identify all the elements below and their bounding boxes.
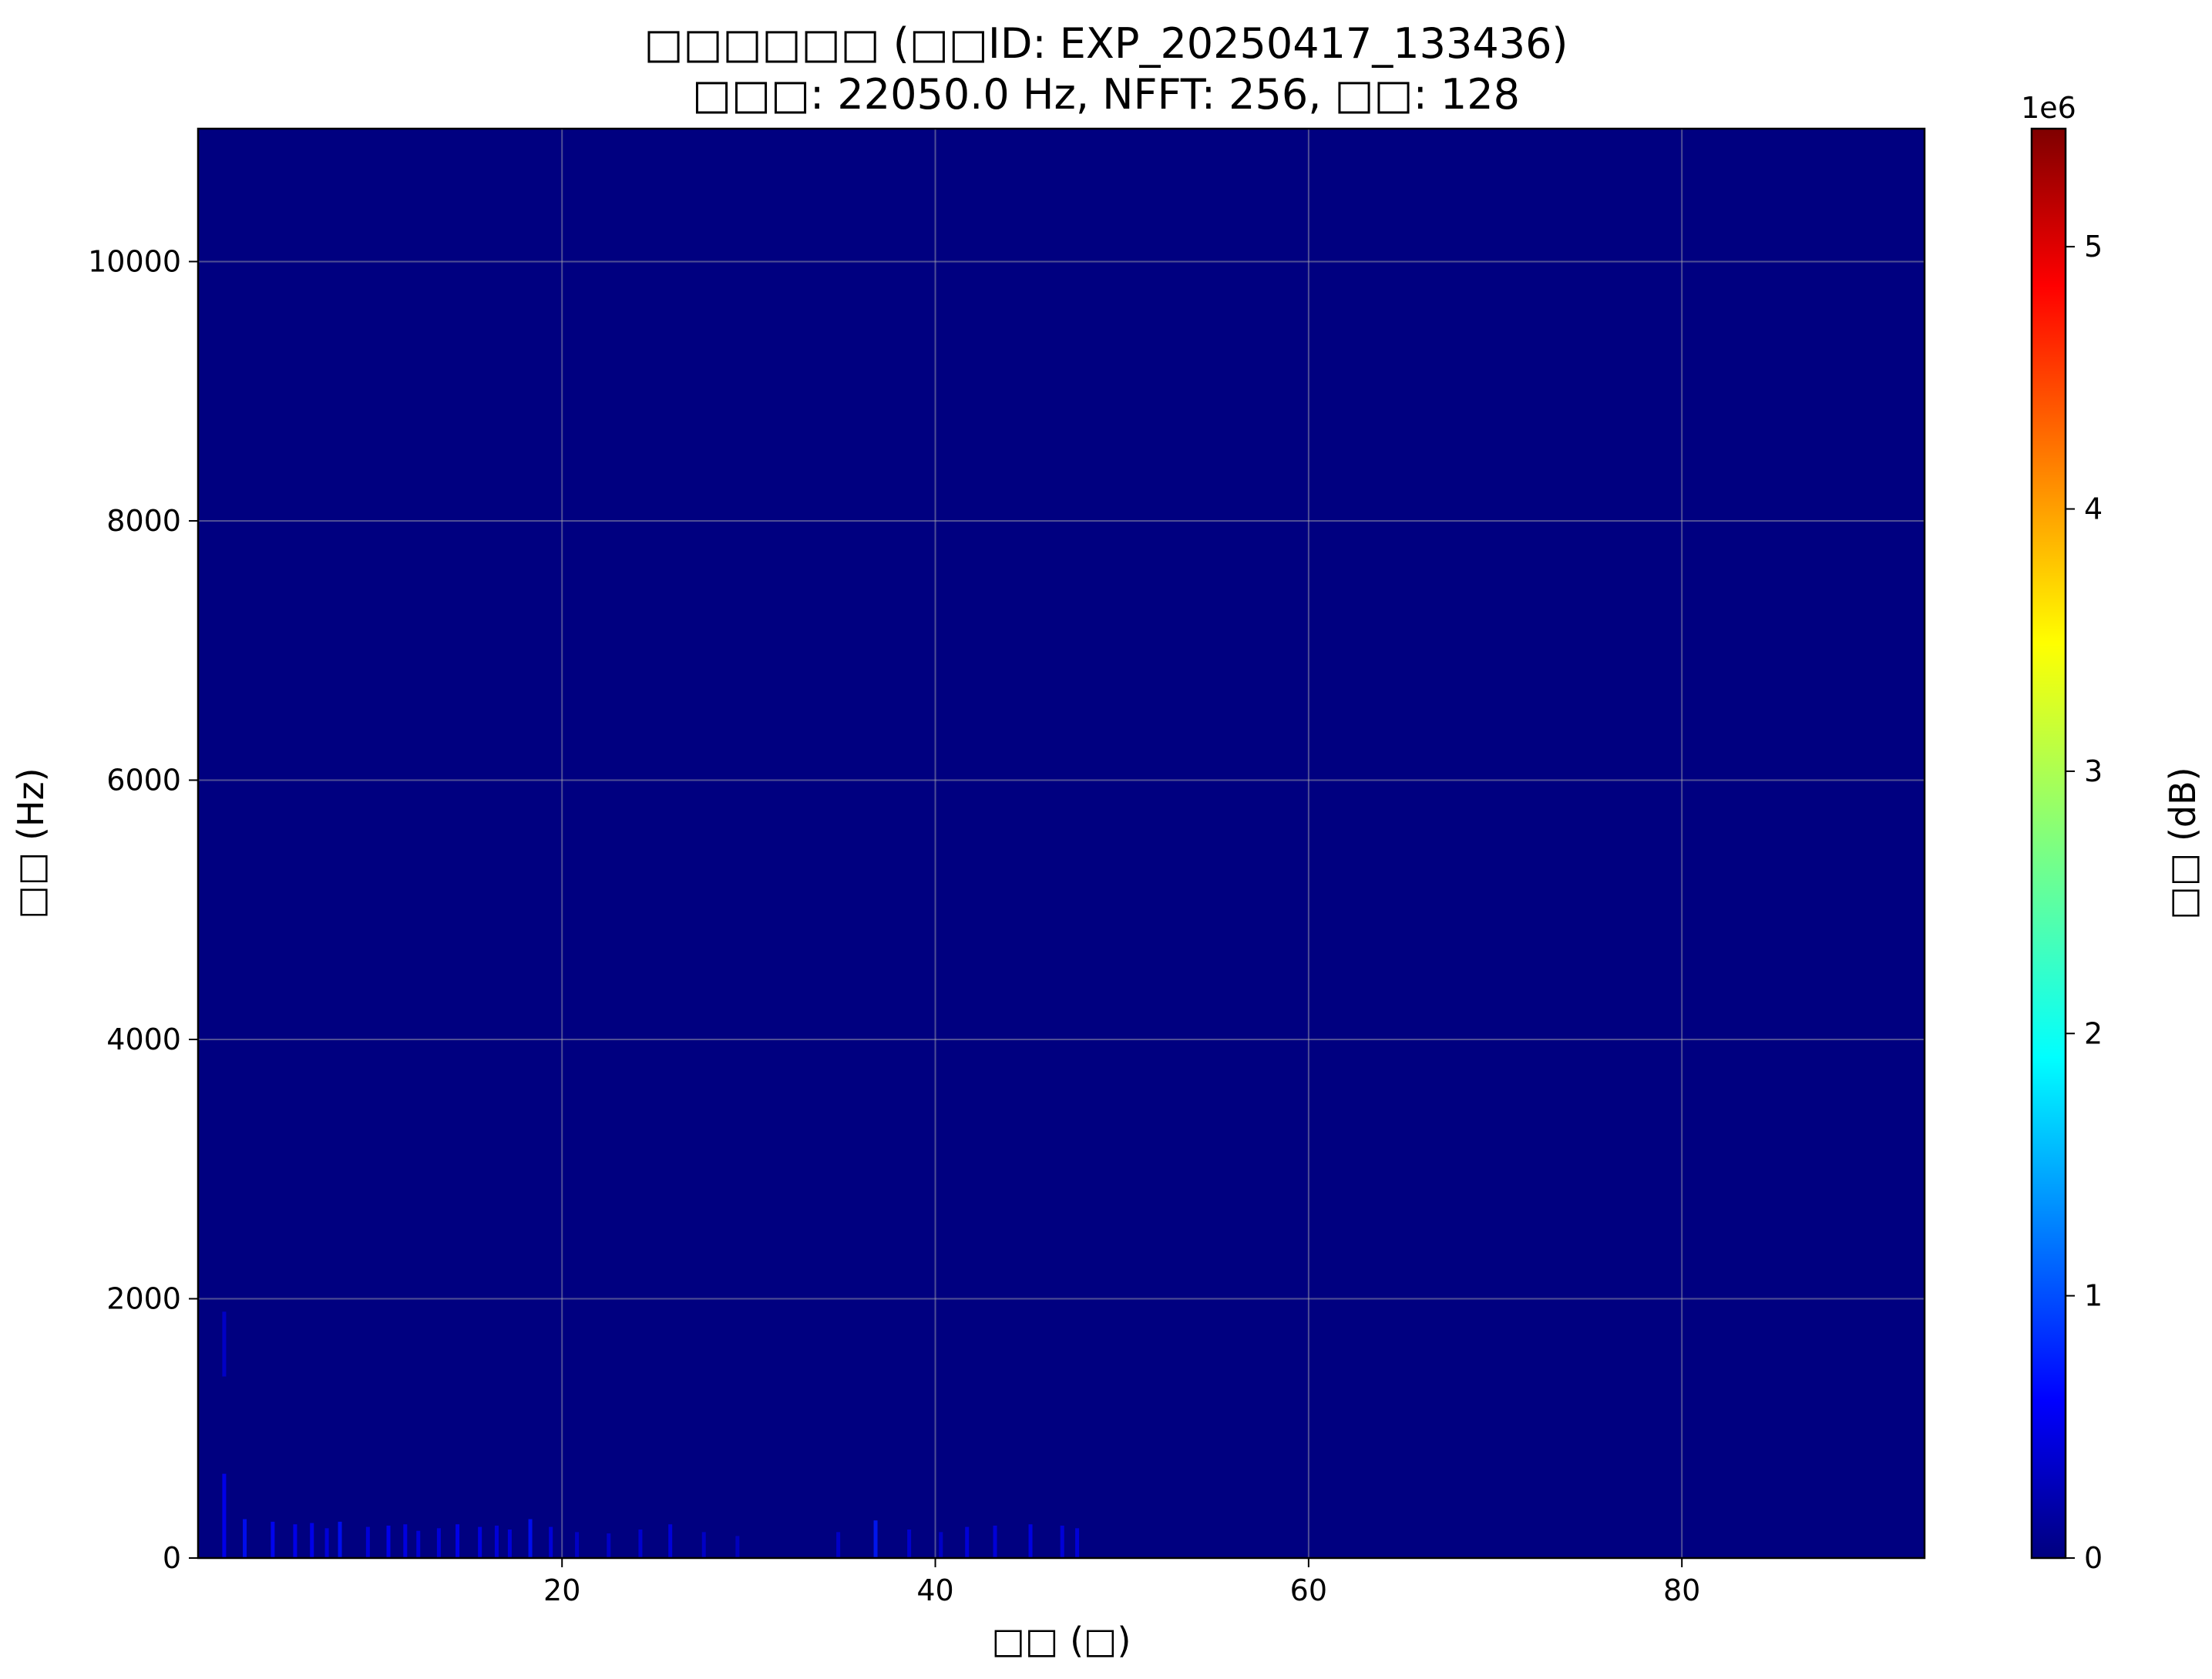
hotspot-mark: [549, 1526, 553, 1558]
hotspot-mark: [222, 1473, 227, 1558]
y-tick-label: 4000: [106, 1023, 181, 1056]
hotspot-mark: [1060, 1525, 1064, 1558]
hotspot-mark: [575, 1532, 580, 1558]
colorbar-tick-label: 4: [2084, 492, 2103, 526]
hotspot-mark: [403, 1524, 408, 1558]
spectrogram-background: [198, 129, 1925, 1558]
colorbar-exponent-label: 1e6: [2021, 91, 2076, 125]
hotspot-mark: [735, 1536, 740, 1558]
colorbar: [2030, 127, 2067, 1560]
colorbar-label: □□ (dB): [2162, 767, 2204, 919]
plot-frame: [197, 127, 1926, 1560]
hotspot-mark: [701, 1532, 706, 1558]
y-axis: 0 2000 4000 6000 8000 10000: [88, 244, 198, 1575]
x-tick-label: 20: [543, 1573, 580, 1607]
hotspot-mark: [416, 1530, 421, 1558]
y-tick-label: 6000: [106, 763, 181, 797]
hotspot-mark: [993, 1525, 997, 1558]
x-axis-label: □□ (□): [992, 1620, 1131, 1661]
hotspot-mark: [338, 1521, 342, 1558]
hotspot-mark: [293, 1524, 298, 1558]
hotspot-mark: [638, 1529, 643, 1558]
x-axis: 20 40 60 80: [543, 1558, 1700, 1607]
hotspot-mark: [907, 1529, 912, 1558]
hotspot-mark: [365, 1526, 370, 1558]
hotspot-mark: [668, 1524, 673, 1558]
colorbar-axis: 0 1 2 3 4 5: [2066, 230, 2103, 1575]
hotspot-mark: [222, 1311, 227, 1377]
hotspot-mark: [456, 1524, 460, 1558]
hotspot-mark: [1028, 1524, 1033, 1558]
hotspot-mark: [271, 1521, 275, 1558]
x-tick-label: 80: [1663, 1573, 1700, 1607]
hotspot-mark: [873, 1520, 878, 1558]
x-tick-label: 40: [916, 1573, 953, 1607]
hotspot-mark: [1075, 1528, 1080, 1558]
hotspot-mark: [507, 1529, 512, 1558]
hotspot-mark: [528, 1519, 533, 1558]
hotspot-mark: [494, 1525, 499, 1558]
hotspot-mark: [243, 1519, 247, 1558]
y-axis-label: □□ (Hz): [10, 767, 52, 918]
y-tick-label: 0: [163, 1541, 181, 1575]
spectrogram-hotspots: [222, 1311, 1080, 1558]
hotspot-mark: [836, 1532, 841, 1558]
hotspot-mark: [436, 1528, 441, 1558]
hotspot-mark: [310, 1523, 314, 1558]
y-tick-label: 10000: [88, 244, 181, 278]
hotspot-mark: [965, 1526, 970, 1558]
colorbar-tick-label: 3: [2084, 754, 2103, 788]
chart-subtitle: □□□: 22050.0 Hz, NFFT: 256, □□: 128: [691, 70, 1520, 119]
colorbar-tick-label: 5: [2084, 230, 2103, 264]
hotspot-mark: [939, 1532, 943, 1558]
x-tick-label: 60: [1290, 1573, 1327, 1607]
y-tick-label: 2000: [106, 1281, 181, 1315]
hotspot-mark: [386, 1525, 391, 1558]
colorbar-tick-label: 2: [2084, 1016, 2103, 1050]
chart-title: □□□□□□ (□□ID: EXP_20250417_133436): [644, 19, 1568, 68]
colorbar-tick-label: 1: [2084, 1279, 2103, 1313]
hotspot-mark: [324, 1528, 329, 1558]
y-tick-label: 8000: [106, 504, 181, 538]
hotspot-mark: [607, 1533, 611, 1558]
hotspot-mark: [478, 1526, 482, 1558]
colorbar-tick-label: 0: [2084, 1541, 2103, 1575]
